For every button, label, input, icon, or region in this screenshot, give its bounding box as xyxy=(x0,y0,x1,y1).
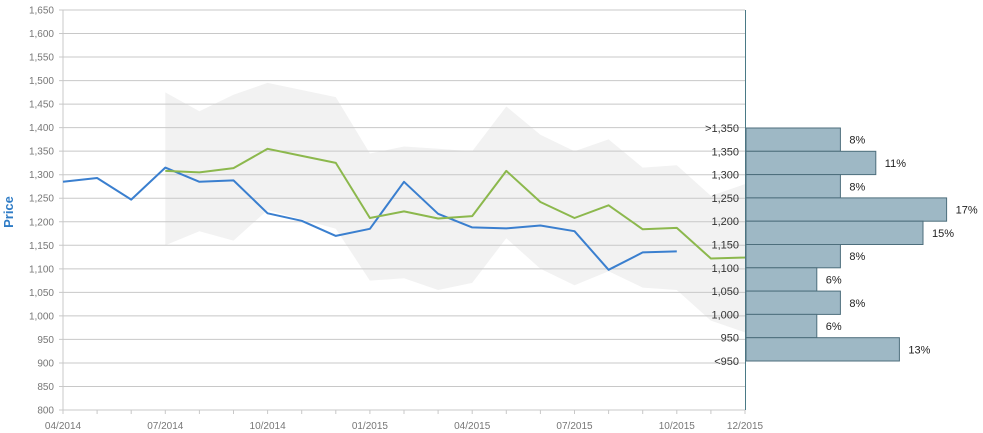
y-tick-label: 1,500 xyxy=(29,76,54,87)
y-tick-label: 1,150 xyxy=(29,241,54,252)
x-axis-tick-labels: 04/2014 07/2014 10/2014 01/2015 04/2015 07/20… xyxy=(45,410,764,432)
histogram-bin-label: 1,050 xyxy=(711,286,739,298)
y-axis-label: Price xyxy=(1,196,16,228)
y-tick-label: 1,400 xyxy=(29,123,54,134)
x-tick-label: 12/2015 xyxy=(727,421,764,432)
histogram-bin-label: 950 xyxy=(721,333,739,345)
histogram-percent-label: 8% xyxy=(849,135,865,147)
x-tick-label: 01/2015 xyxy=(352,421,389,432)
histogram-percent-label: 6% xyxy=(826,274,842,286)
histogram-bar xyxy=(745,197,948,222)
histogram-bar xyxy=(745,220,924,245)
y-tick-label: 1,350 xyxy=(29,147,54,158)
histogram-bin-label: 1,200 xyxy=(711,216,739,228)
histogram-bar xyxy=(745,150,877,176)
series-line-1 xyxy=(62,166,677,271)
y-tick-label: 1,250 xyxy=(29,194,54,205)
histogram-percent-label: 17% xyxy=(956,205,978,217)
range-band-area xyxy=(165,82,746,333)
histogram-bin-label: >1,350 xyxy=(705,123,739,135)
x-tick-label: 10/2014 xyxy=(250,421,287,432)
y-tick-label: 850 xyxy=(37,382,54,393)
y-tick-label: 1,450 xyxy=(29,100,54,111)
x-tick-label: 07/2014 xyxy=(147,421,184,432)
histogram-bin-label: 1,150 xyxy=(711,240,739,252)
histogram-percent-label: 13% xyxy=(908,344,930,356)
x-tick-label: 04/2015 xyxy=(454,421,491,432)
price-distribution-histogram: >1,350 8% 1,350 11% 1,300 8% 1,250 17% 1,200 15% 1… xyxy=(705,10,978,410)
histogram-bar xyxy=(745,244,841,269)
x-tick-label: 04/2014 xyxy=(45,421,82,432)
y-tick-label: 1,600 xyxy=(29,29,54,40)
y-tick-label: 1,650 xyxy=(29,6,54,17)
y-gridlines xyxy=(59,9,745,411)
histogram-percent-label: 8% xyxy=(849,298,865,310)
y-tick-label: 1,000 xyxy=(29,311,54,322)
y-tick-label: 1,100 xyxy=(29,264,54,275)
histogram-bin-label: 1,100 xyxy=(711,263,739,275)
histogram-bin-label: 1,300 xyxy=(711,170,739,182)
y-tick-label: 1,200 xyxy=(29,217,54,228)
histogram-bin-label: <950 xyxy=(714,356,739,368)
histogram-percent-label: 11% xyxy=(885,158,906,170)
histogram-bar xyxy=(745,290,841,315)
price-series xyxy=(62,147,780,271)
histogram-bar xyxy=(745,313,818,339)
y-axis-tick-labels: 800 850 900 950 1,000 1,050 1,100 1,150 1,200 1,2… xyxy=(29,6,54,417)
histogram-percent-label: 8% xyxy=(849,251,865,263)
y-tick-label: 1,300 xyxy=(29,170,54,181)
series-line-2 xyxy=(165,147,780,260)
histogram-bar xyxy=(745,127,841,152)
histogram-percent-label: 15% xyxy=(932,228,954,240)
x-tick-label: 07/2015 xyxy=(556,421,593,432)
x-tick-label: 10/2015 xyxy=(659,421,696,432)
histogram-percent-label: 6% xyxy=(826,321,842,333)
y-tick-label: 900 xyxy=(37,358,54,369)
y-tick-label: 1,550 xyxy=(29,53,54,64)
y-tick-label: 800 xyxy=(37,406,54,417)
y-tick-label: 950 xyxy=(37,335,54,346)
histogram-bar xyxy=(745,267,818,292)
histogram-bin-label: 1,250 xyxy=(711,193,739,205)
histogram-bar xyxy=(745,174,841,199)
y-tick-label: 1,050 xyxy=(29,288,54,299)
histogram-bar xyxy=(745,337,900,362)
histogram-bin-label: 1,350 xyxy=(711,146,739,158)
histogram-percent-label: 8% xyxy=(849,181,865,193)
price-range-band xyxy=(165,82,746,333)
histogram-bin-label: 1,000 xyxy=(711,309,739,321)
